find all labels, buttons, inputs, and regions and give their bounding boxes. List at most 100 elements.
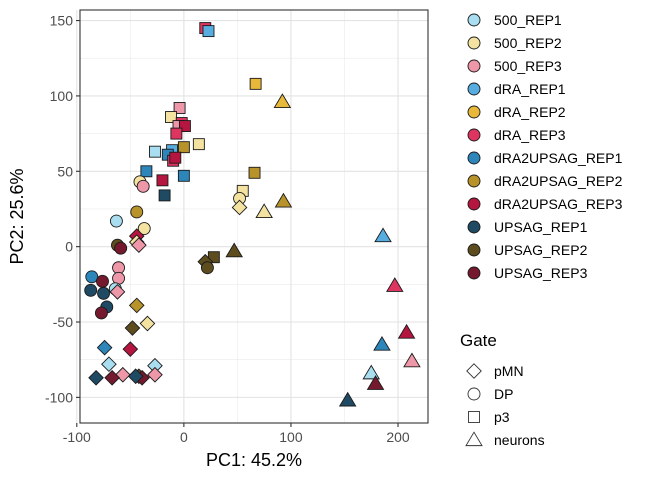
data-point bbox=[104, 369, 120, 386]
data-point bbox=[137, 222, 151, 236]
data-point bbox=[403, 352, 421, 368]
data-point bbox=[177, 169, 190, 182]
shape-legend-label: pMN bbox=[494, 363, 524, 379]
data-point bbox=[96, 339, 113, 356]
data-point bbox=[109, 214, 123, 228]
x-tick-label: -100 bbox=[63, 429, 91, 445]
data-point bbox=[85, 270, 99, 284]
legend-label: dRA2UPSAG_REP2 bbox=[494, 173, 623, 189]
legend-key-dra-rep2 bbox=[467, 105, 481, 119]
y-tick-label: 0 bbox=[65, 239, 73, 255]
data-point bbox=[139, 315, 156, 332]
shape-legend-title: Gate bbox=[460, 331, 497, 350]
legend-key-dra2upsag-rep1 bbox=[467, 151, 481, 165]
y-tick-label: 50 bbox=[57, 163, 73, 179]
data-point bbox=[177, 141, 190, 154]
data-point bbox=[225, 242, 243, 258]
y-tick-label: 150 bbox=[50, 13, 74, 29]
shape-legend-label: neurons bbox=[494, 432, 545, 448]
data-point bbox=[202, 25, 215, 38]
data-point bbox=[109, 284, 126, 300]
square-legend-key bbox=[468, 411, 480, 423]
data-points bbox=[84, 22, 421, 407]
data-point bbox=[158, 189, 171, 202]
data-point bbox=[397, 323, 416, 339]
data-point bbox=[84, 283, 98, 297]
legend-label: dRA_REP3 bbox=[494, 127, 566, 143]
data-point bbox=[362, 364, 381, 380]
data-point bbox=[130, 205, 144, 219]
data-point bbox=[274, 192, 293, 208]
x-tick-label: 0 bbox=[180, 429, 188, 445]
legend-label: dRA_REP2 bbox=[494, 104, 566, 120]
legend-label: dRA_REP1 bbox=[494, 81, 566, 97]
data-point bbox=[255, 203, 273, 219]
panel-border bbox=[79, 9, 429, 424]
data-point bbox=[96, 274, 109, 288]
data-point bbox=[131, 237, 147, 253]
legend-key-500-rep3 bbox=[467, 59, 481, 73]
legend-key-dra2upsag-rep3 bbox=[467, 197, 481, 211]
legend-key-500-rep1 bbox=[467, 13, 481, 27]
x-axis-title: PC1: 45.2% bbox=[206, 450, 302, 470]
x-tick-label: 100 bbox=[279, 429, 303, 445]
data-point bbox=[386, 277, 404, 292]
data-point bbox=[169, 151, 182, 164]
y-tick-label: -50 bbox=[53, 314, 73, 330]
data-point bbox=[88, 369, 104, 386]
legend-label: 500_REP3 bbox=[494, 58, 562, 74]
data-point bbox=[231, 199, 248, 216]
data-point bbox=[200, 261, 214, 275]
axis-ticks: -100 0 100 200 -100 -50 0 50 100 150 bbox=[45, 13, 410, 445]
data-point bbox=[97, 286, 111, 300]
data-point bbox=[273, 93, 292, 109]
color-legend: 500_REP1 500_REP2 500_REP3 dRA_REP1 dRA_REP2… bbox=[467, 12, 623, 281]
data-point bbox=[178, 120, 191, 133]
legend-label: 500_REP2 bbox=[494, 35, 562, 51]
data-point bbox=[248, 166, 261, 179]
legend-label: UPSAG_REP2 bbox=[494, 242, 588, 258]
triangle-legend-key bbox=[465, 431, 483, 447]
legend-label: UPSAG_REP3 bbox=[494, 265, 588, 281]
data-point bbox=[373, 335, 391, 351]
y-tick-label: -100 bbox=[45, 389, 73, 405]
y-axis-title: PC2: 25.6% bbox=[7, 168, 27, 264]
data-point bbox=[101, 356, 117, 373]
data-point bbox=[165, 111, 177, 123]
data-point bbox=[114, 366, 131, 383]
data-point bbox=[124, 320, 141, 336]
data-point bbox=[147, 366, 163, 383]
data-point bbox=[149, 145, 161, 158]
shape-legend-label: DP bbox=[494, 386, 513, 402]
diamond-legend-key bbox=[466, 363, 482, 379]
data-point bbox=[156, 174, 169, 187]
data-point bbox=[173, 102, 186, 114]
data-point bbox=[140, 165, 153, 178]
legend-label: dRA2UPSAG_REP1 bbox=[494, 150, 623, 166]
legend-key-upsag-rep2 bbox=[467, 243, 481, 257]
shape-legend-label: p3 bbox=[494, 409, 510, 425]
data-point bbox=[114, 241, 128, 255]
legend-key-dra2upsag-rep2 bbox=[467, 174, 481, 188]
data-point bbox=[170, 127, 183, 140]
legend-label: UPSAG_REP1 bbox=[494, 219, 588, 235]
data-point bbox=[249, 77, 262, 90]
x-tick-label: 200 bbox=[386, 429, 410, 445]
legend-label: 500_REP1 bbox=[494, 12, 562, 28]
legend-label: dRA2UPSAG_REP3 bbox=[494, 196, 623, 212]
data-point bbox=[122, 341, 139, 357]
grid-lines bbox=[76, 10, 428, 423]
data-point bbox=[192, 138, 205, 151]
y-tick-label: 100 bbox=[50, 88, 74, 104]
legend-key-500-rep2 bbox=[467, 36, 481, 50]
legend-key-dra-rep3 bbox=[467, 128, 481, 142]
data-point bbox=[127, 368, 144, 385]
shape-legend: Gate pMN DP p3 neurons bbox=[460, 331, 545, 448]
data-point bbox=[128, 297, 145, 314]
legend-key-upsag-rep3 bbox=[467, 266, 481, 280]
legend-key-dra-rep1 bbox=[467, 82, 481, 96]
data-point bbox=[94, 306, 108, 320]
legend-key-upsag-rep1 bbox=[467, 220, 481, 234]
data-point bbox=[366, 375, 385, 390]
